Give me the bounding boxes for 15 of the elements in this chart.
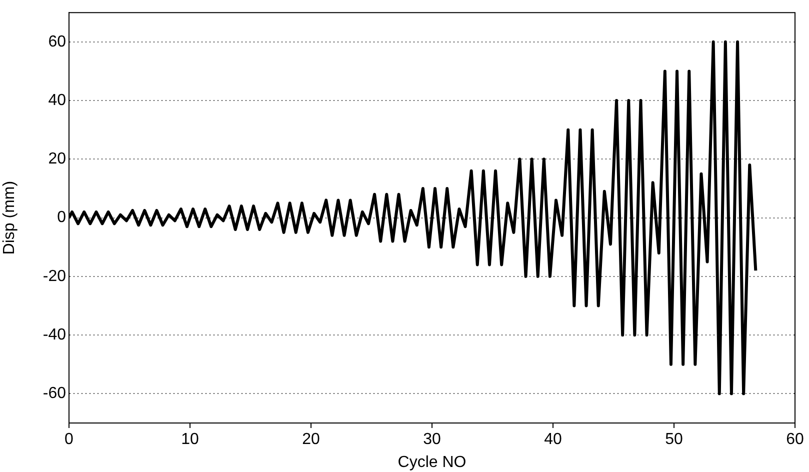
x-axis-title: Cycle NO [398, 454, 466, 471]
y-tick-label: -60 [42, 385, 66, 402]
x-tick-label: 30 [423, 431, 441, 448]
y-tick-label: 0 [57, 209, 66, 226]
y-axis-title: Disp (mm) [1, 180, 18, 255]
x-tick-label: 40 [544, 431, 562, 448]
x-tick-label: 20 [302, 431, 320, 448]
x-tick-label: 10 [181, 431, 199, 448]
y-tick-label: 60 [48, 33, 66, 50]
y-tick-label: 20 [48, 150, 66, 168]
x-tick-label: 60 [786, 431, 804, 448]
x-tick-label: 50 [665, 431, 683, 448]
y-tick-label: 40 [48, 92, 66, 109]
y-tick-label: -40 [42, 326, 66, 344]
y-tick-label: -20 [42, 268, 66, 285]
